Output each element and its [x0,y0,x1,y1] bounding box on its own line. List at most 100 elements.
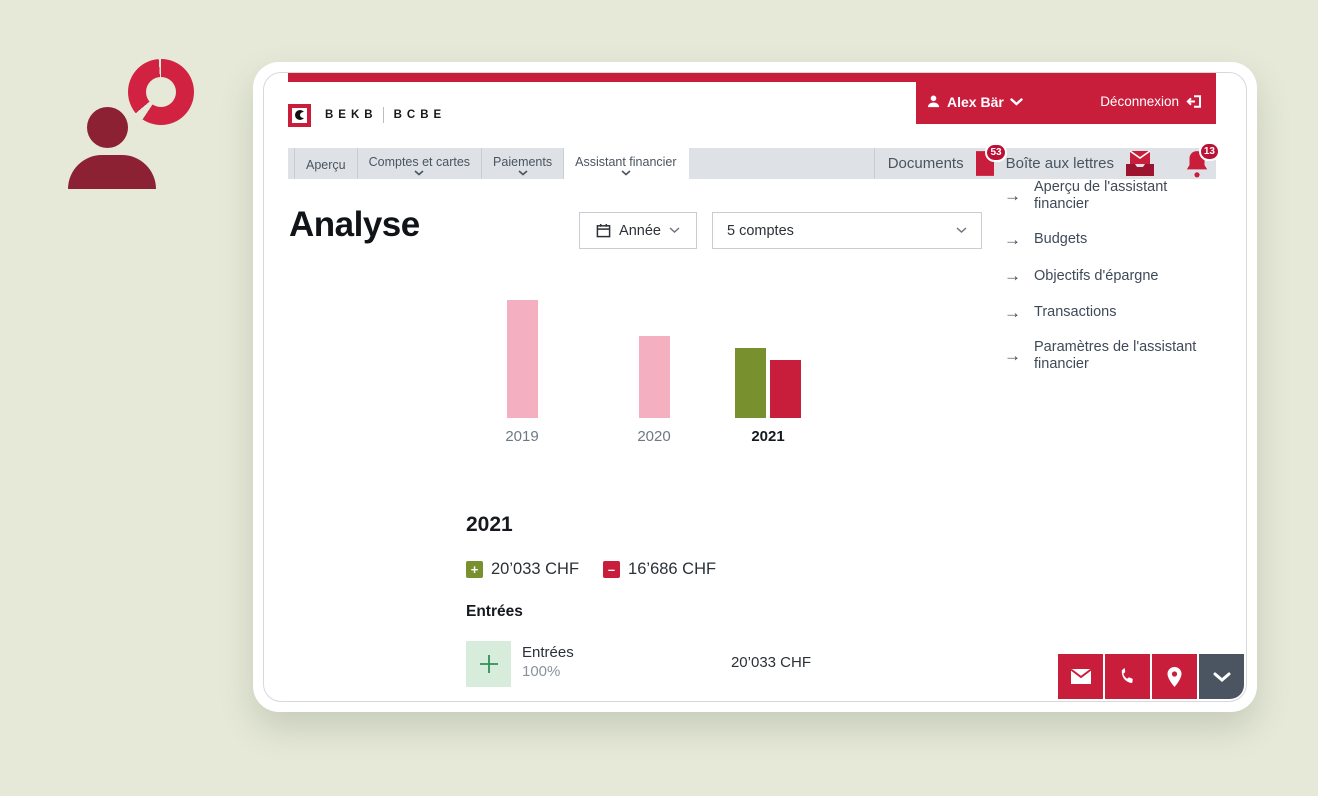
tab-paiements-label: Paiements [493,154,553,169]
year-bar-chart: 2019 2020 2021 [264,263,884,445]
period-filter-dropdown[interactable]: Année [579,212,697,249]
user-menu[interactable]: Alex Bär [926,94,1023,110]
tab-assistant-label: Assistant financier [575,154,677,169]
chart-label-2020[interactable]: 2020 [637,428,671,445]
tab-comptes-et-cartes[interactable]: Comptes et cartes [358,148,483,179]
user-name-label: Alex Bär [947,93,1004,110]
app-window: Alex Bär Déconnexion BEKB BCBE [253,62,1257,712]
contact-bar [1058,654,1244,699]
arrow-right-icon: → [1004,229,1021,249]
chart-bar-income-2021[interactable] [735,348,766,418]
entries-row-texts: Entrées 100% [522,644,574,680]
mail-icon [1069,668,1092,684]
contact-location-button[interactable] [1152,654,1197,699]
app-frame: Alex Bär Déconnexion BEKB BCBE [263,72,1247,702]
chart-bar-total-2020[interactable] [638,336,670,418]
page-title: Analyse [289,205,420,244]
documents-link[interactable]: Documents [887,155,964,172]
contact-collapse-button[interactable] [1199,654,1244,699]
chart-label-2019[interactable]: 2019 [505,428,539,445]
chart-group-2020: 2020 [594,267,714,445]
tab-paiements[interactable]: Paiements [482,148,565,179]
menu-item-label: Aperçu de l'assistant financier [1034,179,1168,213]
chart-bars [638,267,670,418]
chart-bar-total-2019[interactable] [506,300,538,418]
logo-divider [382,107,384,123]
chevron-down-icon [414,169,424,176]
chart-group-2021: 2021 [708,267,828,445]
arrow-right-icon: → [1004,346,1021,366]
menu-item-label: Paramètres de l'assistant financier [1034,338,1197,373]
menu-item-label: Budgets [1034,231,1088,248]
menu-item-apercu-assistant[interactable]: → Aperçu de l'assistant financier [1004,179,1218,214]
menu-item-label: Objectifs d'épargne [1034,267,1159,284]
menu-item-transactions[interactable]: → Transactions [1004,303,1218,323]
tab-comptes-label: Comptes et cartes [368,154,471,169]
user-icon [926,94,941,109]
user-header-bar: Alex Bär Déconnexion [916,73,1216,124]
expenses-total-value: 16’686 CHF [628,560,717,578]
bank-logo: BEKB BCBE [288,82,446,148]
period-filter-value: Année [619,222,661,239]
minus-badge-icon: – [603,561,621,578]
entries-section-heading: Entrées [466,603,523,620]
entries-row-percent: 100% [522,663,561,680]
selected-year-heading: 2021 [466,513,513,536]
entries-category-tile [466,641,511,687]
menu-item-budgets[interactable]: → Budgets [1004,230,1218,250]
chart-bar-expenses-2021[interactable] [770,360,801,418]
tab-assistant-financier[interactable]: Assistant financier [564,148,689,179]
chevron-down-icon [621,169,631,176]
brand-illustration [0,0,230,210]
assistant-menu: → Aperçu de l'assistant financier → Budg… [1004,179,1218,374]
entries-row[interactable]: Entrées 100% 20’033 CHF [466,641,1026,687]
accounts-filter-value: 5 comptes [727,222,794,239]
chart-group-2019: 2019 [462,267,582,445]
nav-divider [873,148,875,179]
arrow-right-icon: → [1004,266,1021,286]
plus-badge-icon: + [466,561,483,578]
plus-icon [479,655,498,673]
menu-item-parametres[interactable]: → Paramètres de l'assistant financier [1004,339,1218,374]
accounts-filter-dropdown[interactable]: 5 comptes [712,212,982,249]
mailbox-button[interactable] [1123,149,1157,178]
logout-button[interactable]: Déconnexion [1100,94,1202,109]
logout-icon [1186,94,1202,109]
entries-row-title: Entrées [522,644,574,661]
arrow-right-icon: → [1004,186,1021,206]
tab-apercu-label: Aperçu [306,158,346,172]
income-total: + 20’033 CHF [466,560,579,579]
chevron-down-icon [956,227,967,234]
chevron-down-icon [669,227,680,234]
entries-row-amount: 20’033 CHF [730,654,812,671]
main-nav: Aperçu Comptes et cartes Paiements Assis… [288,142,1220,179]
year-totals: + 20’033 CHF – 16’686 CHF [466,560,716,579]
bank-logo-text-right: BCBE [393,109,447,121]
arrow-right-icon: → [1004,302,1021,322]
contact-phone-button[interactable] [1105,654,1150,699]
person-silhouette-head [87,107,128,148]
location-pin-icon [1167,666,1182,687]
chevron-down-icon [1213,672,1230,682]
nav-utilities: Documents 53 Boîte aux lettres [873,142,1220,179]
menu-item-objectifs[interactable]: → Objectifs d'épargne [1004,266,1218,286]
mailbox-link[interactable]: Boîte aux lettres [1005,155,1114,172]
chevron-down-icon [518,169,528,176]
contact-mail-button[interactable] [1058,654,1103,699]
documents-button[interactable]: 53 [973,143,1007,177]
chart-label-2021[interactable]: 2021 [751,428,785,445]
brand-top-strip [288,73,1216,82]
menu-item-label: Transactions [1034,304,1117,321]
chart-bars [735,267,801,418]
phone-icon [1121,668,1133,684]
income-total-value: 20’033 CHF [491,560,580,578]
bank-logo-icon [288,103,311,127]
expenses-total: – 16’686 CHF [603,560,716,579]
tab-apercu[interactable]: Aperçu [294,148,358,179]
calendar-icon [596,223,611,238]
notifications-button[interactable]: 13 [1184,142,1220,178]
chevron-down-icon [1010,97,1023,106]
chart-bars [506,267,538,418]
donut-chart-graphic [128,59,194,125]
inbox-icon [1126,149,1154,176]
